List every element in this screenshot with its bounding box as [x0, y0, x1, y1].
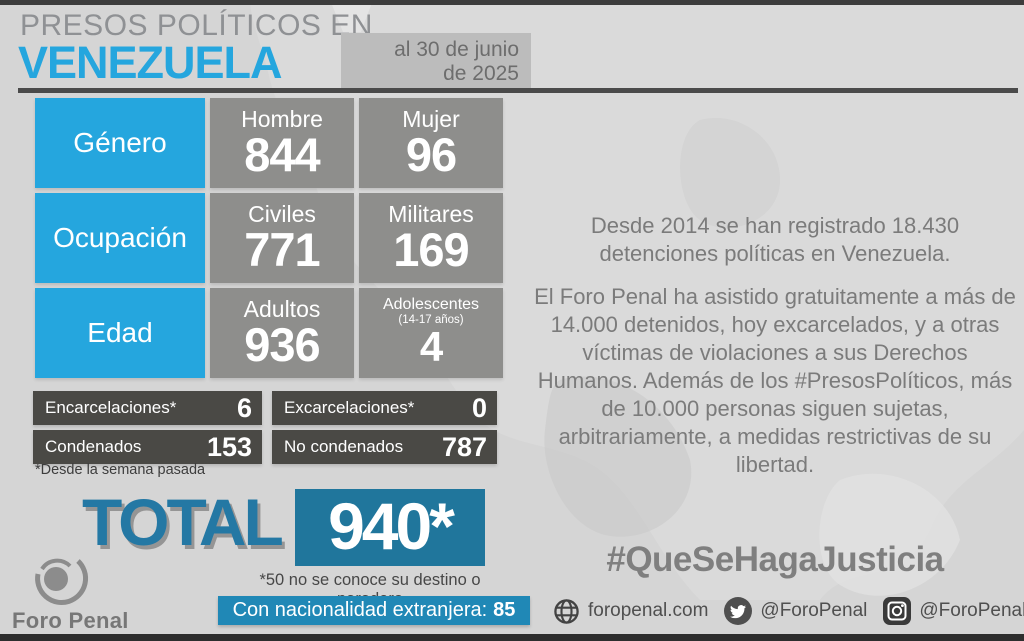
stats-bars: Encarcelaciones* 6 Excarcelaciones* 0 Co… — [33, 391, 497, 464]
twitter-handle-text: @ForoPenal — [760, 600, 868, 621]
twitter-item: @ForoPenal — [724, 597, 867, 625]
globe-icon — [554, 598, 579, 624]
cell-hombre: Hombre 844 — [210, 98, 354, 188]
cell-title: Mujer — [402, 105, 460, 132]
date-box: al 30 de junio de 2025 — [341, 33, 531, 88]
cell-value: 936 — [244, 318, 320, 372]
hashtag: #QueSeHagaJusticia — [606, 540, 944, 579]
cell-mujer: Mujer 96 — [359, 98, 503, 188]
cell-title: Militares — [388, 200, 474, 227]
cell-title: Adultos — [243, 295, 321, 322]
title-line2: VENEZUELA — [18, 37, 283, 88]
cell-value: 96 — [405, 128, 457, 182]
bar-label: Condenados — [45, 437, 142, 456]
row-label-genero: Género — [35, 98, 205, 188]
instagram-handle-text: @ForoPenal — [919, 600, 1024, 621]
footer-contacts: foropenal.com @ForoPenal @ForoPenal — [553, 597, 1024, 625]
title-line1: PRESOS POLÍTICOS EN — [20, 9, 373, 42]
summary-paragraph-1: Desde 2014 se han registrado 18.430 dete… — [590, 213, 960, 266]
date-line1: al 30 de junio — [394, 38, 519, 61]
header-divider — [18, 88, 1018, 93]
website-item: foropenal.com — [553, 598, 708, 625]
bar-label: Encarcelaciones* — [45, 398, 177, 417]
summary-paragraph-2: El Foro Penal ha asistido gratuitamente … — [534, 284, 1016, 477]
bar-no-condenados: No condenados 787 — [272, 430, 497, 464]
foro-penal-logo-text: Foro Penal — [12, 608, 129, 633]
bar-value: 787 — [441, 431, 487, 462]
cell-value: 771 — [244, 223, 320, 277]
foreign-nationality-value: 85 — [493, 599, 516, 621]
bar-encarcelaciones: Encarcelaciones* 6 — [33, 391, 262, 425]
cell-title: Hombre — [241, 105, 323, 132]
top-border — [0, 0, 1024, 5]
cell-value: 844 — [244, 128, 320, 182]
demographics-grid: Género Hombre 844 Mujer 96 Ocupación Civ… — [35, 98, 503, 378]
date-line2: de 2025 — [443, 62, 519, 86]
total-value: 940* — [328, 488, 455, 563]
foro-penal-logo-icon — [35, 558, 89, 605]
bar-condenados: Condenados 153 — [33, 430, 262, 464]
cell-subtitle: (14-17 años) — [398, 313, 464, 326]
website-text: foropenal.com — [588, 600, 709, 621]
row-label-ocupacion: Ocupación — [35, 193, 205, 283]
instagram-icon — [883, 597, 912, 625]
bar-value: 153 — [206, 431, 252, 462]
cell-title: Civiles — [248, 200, 316, 227]
row-label-edad: Edad — [35, 288, 205, 378]
total-label: TOTAL — [82, 485, 284, 559]
cell-militares: Militares 169 — [359, 193, 503, 283]
cell-title: Adolescentes — [382, 295, 480, 313]
cell-adultos: Adultos 936 — [210, 288, 354, 378]
cell-civiles: Civiles 771 — [210, 193, 354, 283]
foreign-nationality-label: Con nacionalidad extranjera: — [232, 599, 488, 621]
total-box: 940* — [295, 489, 485, 566]
instagram-item: @ForoPenal — [883, 597, 1024, 625]
cell-value: 4 — [419, 323, 443, 371]
bar-label: No condenados — [284, 437, 404, 456]
stats-footnote: *Desde la semana pasada — [35, 462, 206, 478]
bottom-border — [0, 634, 1024, 641]
bar-value: 6 — [236, 392, 252, 423]
cell-adolescentes: Adolescentes (14-17 años) 4 — [359, 288, 503, 378]
foreign-nationality-bar: Con nacionalidad extranjera: 85 — [218, 596, 530, 625]
bar-excarcelaciones: Excarcelaciones* 0 — [272, 391, 497, 425]
cell-value: 169 — [393, 223, 469, 277]
twitter-icon — [724, 597, 753, 625]
bar-value: 0 — [471, 392, 487, 423]
bar-label: Excarcelaciones* — [284, 398, 415, 417]
